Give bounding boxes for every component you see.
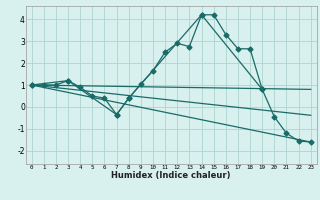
X-axis label: Humidex (Indice chaleur): Humidex (Indice chaleur): [111, 171, 231, 180]
